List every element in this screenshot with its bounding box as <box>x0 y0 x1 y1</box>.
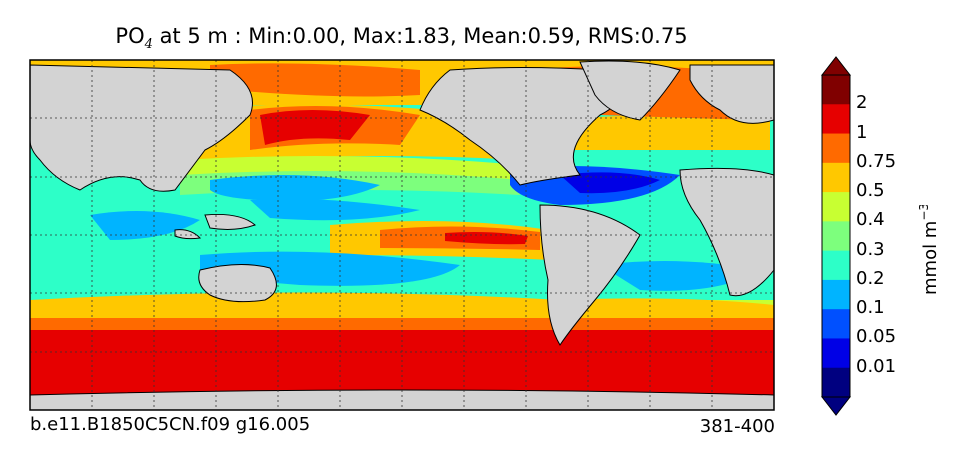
colorbar-tick-label: 0.3 <box>856 238 885 260</box>
title-prefix: PO <box>115 24 145 48</box>
npac-red <box>260 110 370 145</box>
year-range: 381-400 <box>699 416 775 437</box>
unit-base: mmol m <box>920 221 941 295</box>
title-suffix: at 5 m : Min:0.00, Max:1.83, Mean:0.59, … <box>152 24 688 48</box>
colorbar-tick-label: 2 <box>856 92 868 114</box>
colorbar-segment <box>822 192 850 222</box>
colorbar-frame <box>821 74 851 398</box>
colorbar-label: mmol m−3 <box>906 203 964 305</box>
colorbar-tick-label: 0.2 <box>856 267 885 289</box>
colorbar-tick-label: 0.1 <box>856 297 885 319</box>
colorbar-segment <box>822 250 850 281</box>
graticule <box>30 60 774 410</box>
pac-blue-2 <box>250 198 420 221</box>
colorbar-segment <box>822 75 850 105</box>
colorbar-tick-label: 1 <box>856 121 868 143</box>
indian-blue <box>90 211 200 240</box>
colorbar-tick-label: 0.5 <box>856 180 885 202</box>
colorbar-segment <box>822 367 850 398</box>
chart-title: PO4 at 5 m : Min:0.00, Max:1.83, Mean:0.… <box>0 24 803 52</box>
title-subscript: 4 <box>144 37 153 53</box>
colorbar-extend-max <box>820 56 852 76</box>
colorbar-tick-label: 0.01 <box>856 355 897 377</box>
satl-blue <box>600 261 760 291</box>
colorbar-segment <box>822 221 850 252</box>
colorbar <box>820 56 852 416</box>
arctic-orange <box>210 63 420 97</box>
natl-yellow <box>560 115 770 150</box>
svg-text:mmol m−3: mmol m−3 <box>917 205 941 295</box>
colorbar-tick-label: 0.05 <box>856 326 897 348</box>
npac-blue <box>210 175 380 201</box>
colorbar-segment <box>822 309 850 339</box>
map-area <box>30 60 774 410</box>
colorbar-segment <box>822 279 850 310</box>
unit-exp: −3 <box>917 205 931 221</box>
colorbar-extend-min <box>820 396 852 416</box>
natl-darkblue <box>560 172 660 194</box>
colorbar-segment <box>822 104 850 135</box>
case-name: b.e11.B1850C5CN.f09 g16.005 <box>30 414 311 435</box>
map-frame <box>29 59 775 411</box>
colorbar-segment <box>822 338 850 369</box>
colorbar-segment <box>822 162 850 193</box>
colorbar-tick-label: 0.75 <box>856 150 897 172</box>
colorbar-segment <box>822 133 850 164</box>
colorbar-tick-label: 0.4 <box>856 209 885 231</box>
